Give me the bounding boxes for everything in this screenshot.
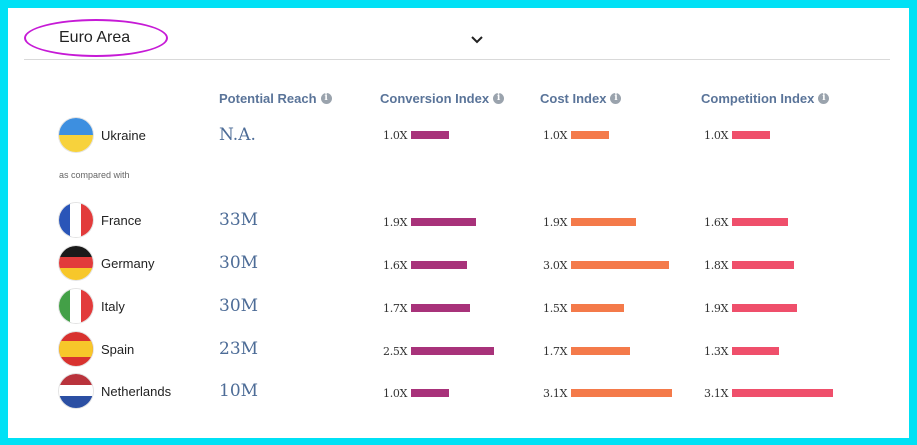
cost-index: 1.9X xyxy=(543,215,636,229)
column-header-reach: Potential Reach i xyxy=(219,91,332,106)
competition-index: 1.0X xyxy=(704,128,770,142)
column-label: Cost Index xyxy=(540,91,607,106)
index-label: 3.0X xyxy=(543,258,568,272)
cost-bar xyxy=(571,261,669,269)
conversion-bar xyxy=(411,218,476,226)
germany-flag-icon xyxy=(59,246,93,280)
info-icon[interactable]: i xyxy=(610,93,622,104)
competition-bar xyxy=(732,347,779,355)
conversion-bar xyxy=(411,131,449,139)
conversion-bar xyxy=(411,347,494,355)
column-header-competition: Competition Index i xyxy=(701,91,830,106)
reach-value: 30M xyxy=(219,253,259,273)
cost-bar xyxy=(571,304,624,312)
competition-index: 1.9X xyxy=(704,301,797,315)
index-label: 1.9X xyxy=(704,301,729,315)
index-label: 1.7X xyxy=(543,344,568,358)
index-label: 1.0X xyxy=(704,128,729,142)
index-label: 3.1X xyxy=(704,386,729,400)
reach-value: 10M xyxy=(219,381,259,401)
index-label: 1.0X xyxy=(383,128,408,142)
competition-bar xyxy=(732,131,770,139)
column-header-conversion: Conversion Index i xyxy=(380,91,505,106)
competition-bar xyxy=(732,261,794,269)
info-icon[interactable]: i xyxy=(320,93,332,104)
index-label: 1.6X xyxy=(383,258,408,272)
competition-bar xyxy=(732,304,797,312)
netherlands-flag-icon xyxy=(59,374,93,408)
cost-index: 1.5X xyxy=(543,301,624,315)
spain-flag-icon xyxy=(59,332,93,366)
ukraine-flag-icon xyxy=(59,118,93,152)
country-name: Italy xyxy=(101,299,125,314)
country-name: Spain xyxy=(101,342,135,357)
competition-index: 1.3X xyxy=(704,344,779,358)
index-label: 3.1X xyxy=(543,386,568,400)
country-name: Ukraine xyxy=(101,128,146,143)
reach-value: N.A. xyxy=(219,125,256,145)
italy-flag-icon xyxy=(59,289,93,323)
column-label: Potential Reach xyxy=(219,91,317,106)
country-name: Netherlands xyxy=(101,384,172,399)
conversion-bar xyxy=(411,389,449,397)
conversion-bar xyxy=(411,304,470,312)
reach-value: 23M xyxy=(219,339,259,359)
conversion-bar xyxy=(411,261,467,269)
compare-caption: as compared with xyxy=(59,170,130,180)
column-label: Competition Index xyxy=(701,91,815,106)
index-label: 1.5X xyxy=(543,301,568,315)
reach-value: 30M xyxy=(219,296,259,316)
country-name: Germany xyxy=(101,256,155,271)
cost-bar xyxy=(571,218,636,226)
column-label: Conversion Index xyxy=(380,91,490,106)
index-label: 2.5X xyxy=(383,344,408,358)
cost-bar xyxy=(571,347,630,355)
cost-bar xyxy=(571,389,672,397)
competition-index: 1.6X xyxy=(704,215,788,229)
chevron-down-icon[interactable] xyxy=(471,36,483,46)
info-icon[interactable]: i xyxy=(493,93,505,104)
highlight-ellipse xyxy=(24,19,168,57)
index-label: 1.3X xyxy=(704,344,729,358)
index-label: 1.9X xyxy=(383,215,408,229)
index-label: 1.0X xyxy=(543,128,568,142)
competition-bar xyxy=(732,218,788,226)
competition-index: 3.1X xyxy=(704,386,833,400)
cost-bar xyxy=(571,131,609,139)
index-label: 1.8X xyxy=(704,258,729,272)
cost-index: 3.0X xyxy=(543,258,669,272)
index-label: 1.6X xyxy=(704,215,729,229)
competition-bar xyxy=(732,389,833,397)
conversion-index: 1.6X xyxy=(383,258,467,272)
region-dropdown[interactable]: Euro Area xyxy=(24,10,890,60)
conversion-index: 1.9X xyxy=(383,215,476,229)
competition-index: 1.8X xyxy=(704,258,794,272)
france-flag-icon xyxy=(59,203,93,237)
conversion-index: 2.5X xyxy=(383,344,494,358)
cost-index: 1.7X xyxy=(543,344,630,358)
country-name: France xyxy=(101,213,142,228)
reach-value: 33M xyxy=(219,210,259,230)
conversion-index: 1.7X xyxy=(383,301,470,315)
cost-index: 3.1X xyxy=(543,386,672,400)
index-label: 1.9X xyxy=(543,215,568,229)
index-label: 1.0X xyxy=(383,386,408,400)
index-label: 1.7X xyxy=(383,301,408,315)
region-label: Euro Area xyxy=(59,29,131,46)
conversion-index: 1.0X xyxy=(383,128,449,142)
info-icon[interactable]: i xyxy=(818,93,830,104)
column-header-cost: Cost Index i xyxy=(540,91,622,106)
cost-index: 1.0X xyxy=(543,128,609,142)
conversion-index: 1.0X xyxy=(383,386,449,400)
